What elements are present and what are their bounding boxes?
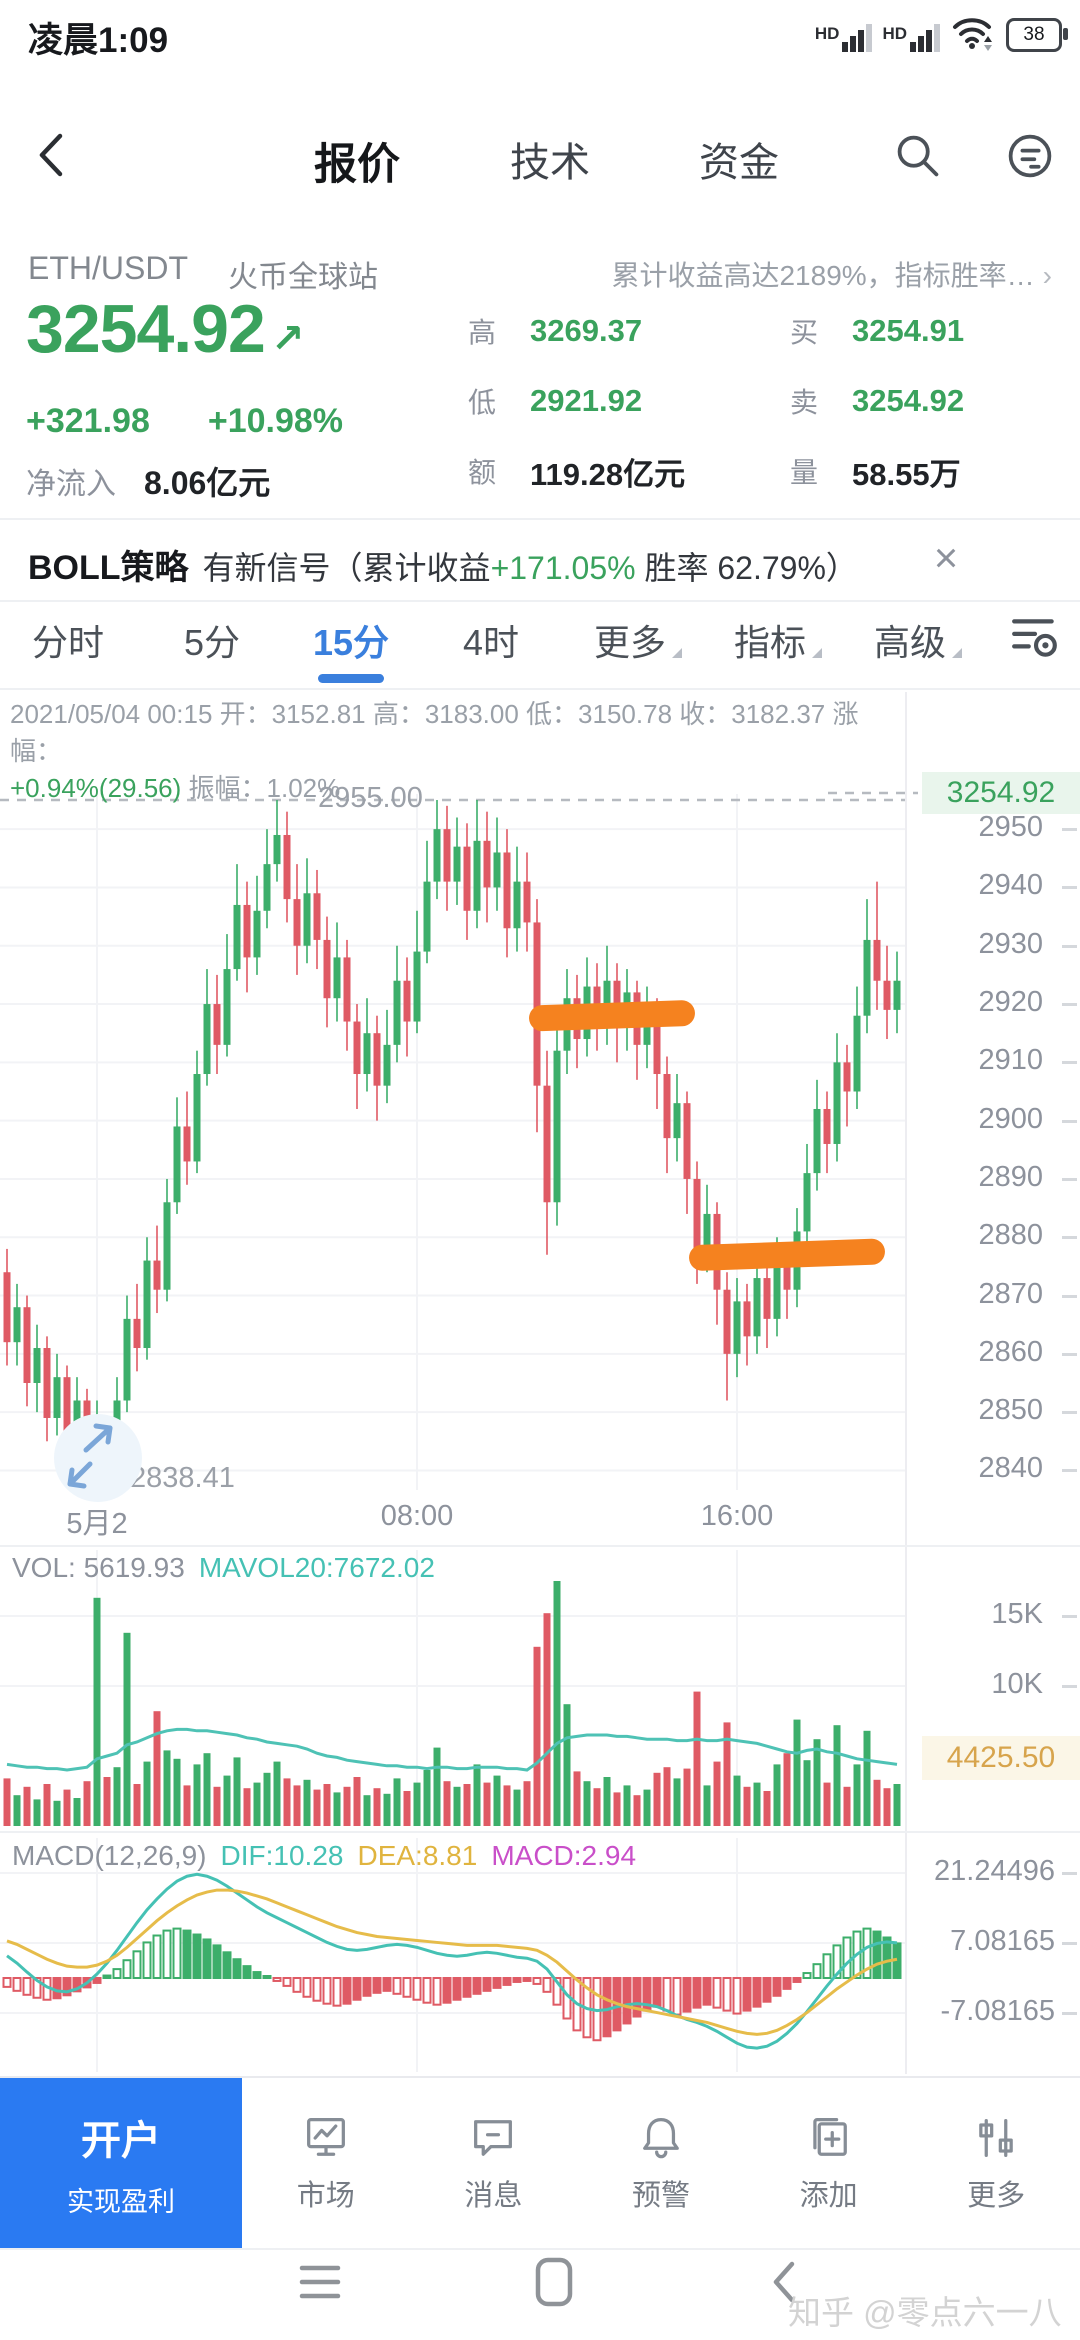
stat-bid: 买 3254.91 [790,313,965,348]
period-tab-4h[interactable]: 4时 [462,622,520,663]
bottom-nav: 开户 实现盈利 市场 消息 预警 [0,2076,1080,2250]
net-inflow: 净流入 8.06亿元 [26,465,271,501]
tab-funds[interactable]: 资金 [699,141,779,185]
period-tab-timeline[interactable]: 分时 [31,622,104,663]
signal-icon: HD [815,24,873,52]
up-arrow-icon: ↗ [270,317,305,361]
battery-icon: 38 [1006,18,1068,52]
dropdown-triangle-icon [672,648,682,658]
symbol-pair[interactable]: ETH/USDT [28,250,188,286]
nav-item-alerts[interactable]: 预警 [577,2078,745,2248]
exchange-name: 火币全球站 [228,261,378,294]
open-account-button[interactable]: 开户 实现盈利 [0,2078,242,2248]
add-page-icon [812,2117,847,2156]
menu-indicators[interactable]: 指标 [733,622,806,663]
last-price-tag: 3254.92 [922,772,1080,814]
message-icon [474,2120,513,2156]
strategy-banner[interactable]: BOLL策略 有新信号（累计收益+171.05% 胜率 62.79%） × [0,518,1080,602]
period-tab-15m[interactable]: 15分 [312,622,390,663]
active-tab-underline [318,674,384,683]
strategy-banner-text: BOLL策略 有新信号（累计收益+171.05% 胜率 62.79%） [28,549,858,587]
dropdown-triangle-icon [952,648,962,658]
candlestick-chart-canvas[interactable] [0,690,1080,2075]
quote-list-icon[interactable] [1002,128,1058,184]
alert-bell-icon [643,2117,679,2159]
menu-advanced[interactable]: 高级 [873,622,946,663]
menu-more-periods[interactable]: 更多 [593,622,666,663]
nav-item-market[interactable]: 市场 [242,2078,410,2248]
chart-settings-icon[interactable] [1010,612,1060,662]
tab-quote[interactable]: 报价 [314,141,400,189]
promo-banner[interactable]: 累计收益高达2189%，指标胜率… › [611,260,1052,291]
high-line-label: 2955.00 [318,782,423,814]
system-menu-icon[interactable] [296,2258,344,2306]
search-icon[interactable] [892,130,944,182]
close-icon[interactable]: × [933,534,959,581]
tab-technical[interactable]: 技术 [510,141,590,185]
status-icons: HD HD 38 [815,12,1068,52]
macd-legend: MACD(12,26,9) DIF:10.28 DEA:8.81 MACD:2.94 [12,1840,637,1871]
dropdown-triangle-icon [812,648,822,658]
wifi-icon [953,18,992,51]
stat-low: 低 2921.92 [468,383,643,418]
system-home-icon[interactable] [532,2256,576,2308]
low-marker-label: 2838.41 [130,1462,235,1494]
volume-legend: VOL: 5619.93 MAVOL20:7672.02 [12,1552,435,1583]
stat-ask: 卖 3254.92 [790,383,965,418]
sliders-icon [979,2119,1013,2157]
system-back-icon[interactable] [764,2258,804,2306]
nav-item-add[interactable]: 添加 [745,2078,913,2248]
stat-volume: 量 58.55万 [790,456,961,492]
ohlc-readout: 2021/05/04 00:15 开：3152.81 高：3183.00 低：3… [10,699,859,803]
nav-item-more[interactable]: 更多 [912,2078,1080,2248]
chevron-right-icon: › [1042,260,1052,291]
period-tab-5m[interactable]: 5分 [183,622,241,663]
market-chart-icon [306,2117,345,2156]
expand-arrows-icon[interactable] [44,1404,148,1508]
status-time: 凌晨1:09 [28,21,169,60]
last-price: 3254.92 ↗ [26,291,305,367]
signal-icon-2: HD [882,24,940,52]
stat-high: 高 3269.37 [468,313,643,348]
volume-ma-tag: 4425.50 [922,1736,1080,1780]
quote-stats: 高 3269.37 买 3254.91 低 2921.92 卖 3254.92 额 119… [468,296,1078,508]
back-icon[interactable] [30,130,70,180]
watermark: 知乎 @零点六一八 [788,2294,1062,2331]
nav-item-messages[interactable]: 消息 [410,2078,578,2248]
price-change: +321.98 +10.98% [26,402,344,440]
axis-divider [905,692,907,2074]
stat-turnover: 额 119.28亿元 [468,456,686,492]
